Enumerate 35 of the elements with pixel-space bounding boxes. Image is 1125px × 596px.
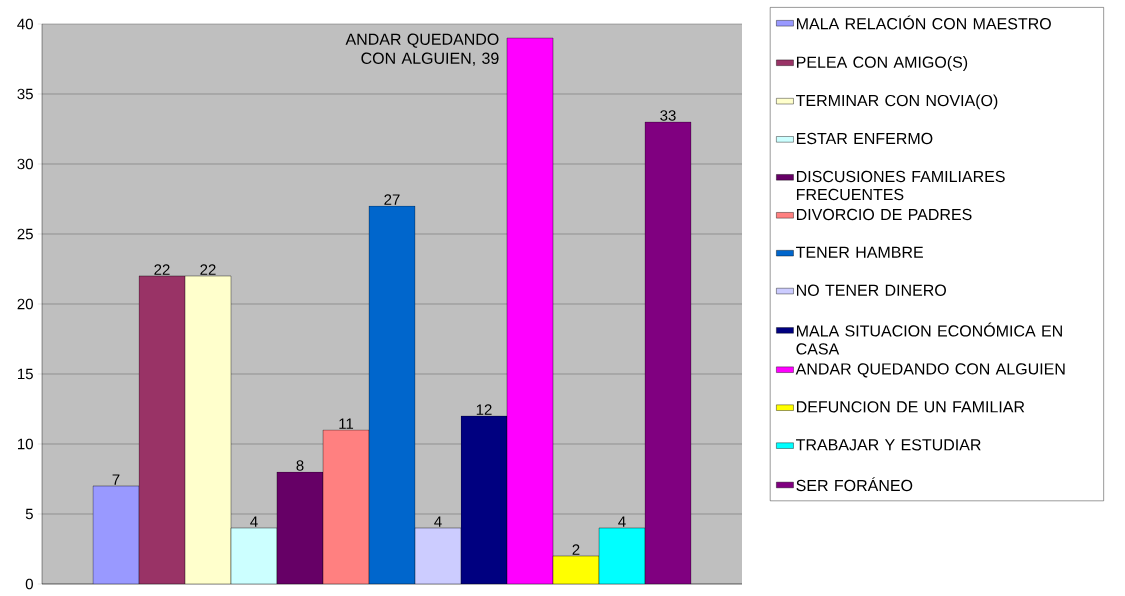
y-tick-label: 25 (17, 228, 33, 240)
y-tick-label: 5 (25, 508, 33, 520)
legend-label: DISCUSIONES FAMILIARES FRECUENTES (796, 170, 1005, 201)
data-label: 4 (250, 516, 258, 527)
legend-label: TERMINAR CON NOVIA(O) (796, 94, 998, 110)
y-tick-label: 0 (25, 578, 33, 590)
annotation: ANDAR QUEDANDO CON ALGUIEN, 39 (345, 33, 499, 66)
data-label: 2 (572, 544, 580, 555)
legend-label: NO TENER DINERO (796, 284, 947, 296)
y-tick-label: 20 (17, 298, 33, 310)
legend-label: MALA RELACIÓN CON MAESTRO (796, 15, 1051, 30)
data-label: 11 (339, 418, 354, 429)
legend-label: TENER HAMBRE (796, 246, 923, 258)
data-label: 12 (476, 404, 492, 415)
data-label: 4 (434, 516, 442, 527)
legend-label: PELEA CON AMIGO(S) (796, 56, 968, 71)
y-tick-label: 15 (18, 368, 33, 380)
legend-label: DEFUNCION DE UN FAMILIAR (796, 401, 1025, 413)
data-label: 33 (660, 110, 676, 121)
y-tick-label: 10 (18, 438, 33, 450)
data-label: 8 (296, 460, 304, 471)
legend-label: TRABAJAR Y ESTUDIAR (796, 439, 981, 451)
legend-label: SER FORÁNEO (796, 477, 913, 492)
data-label: 22 (154, 264, 170, 275)
y-tick-label: 30 (17, 158, 33, 170)
data-label: 4 (618, 516, 626, 527)
data-label: 7 (112, 474, 120, 485)
legend-label: ESTAR ENFERMO (796, 132, 933, 145)
data-label: 22 (200, 264, 216, 275)
data-label: 27 (384, 194, 400, 205)
legend-label: DIVORCIO DE PADRES (796, 208, 972, 221)
y-tick-label: 40 (17, 18, 33, 30)
legend-label: MALA SITUACION ECONÓMICA EN CASA (796, 322, 1062, 355)
legend-label: ANDAR QUEDANDO CON ALGUIEN (795, 363, 1065, 378)
y-tick-label: 35 (17, 88, 33, 100)
